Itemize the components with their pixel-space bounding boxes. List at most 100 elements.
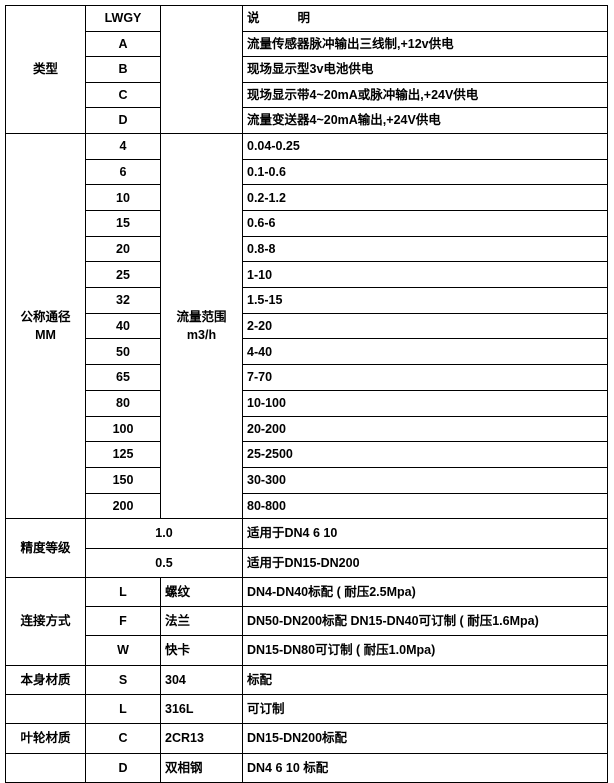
table-row: 50 4-40: [6, 338, 608, 366]
table-row: 25 1-10: [6, 261, 608, 289]
dn-flow-25: 1-10: [242, 261, 608, 289]
description-header: 说明: [242, 5, 608, 32]
impeller-material-desc-c: DN15-DN200标配: [242, 723, 608, 754]
dn-code-65: 65: [85, 364, 161, 391]
body-material-name-l: 316L: [160, 694, 243, 725]
table-row: 125 25-2500: [6, 441, 608, 468]
dn-flow-32: 1.5-15: [242, 287, 608, 314]
table-row: 20 0.8-8: [6, 235, 608, 263]
impeller-material-desc-d: DN4 6 10 标配: [242, 752, 608, 783]
connection-code-l: L: [85, 576, 161, 608]
table-row: W 快卡 DN15-DN80可订制 ( 耐压1.0Mpa): [6, 635, 608, 666]
dn-flow-200: 80-800: [242, 492, 608, 520]
table-row: 公称通径 MM 4 流量范围 m3/h 0.04-0.25: [5, 132, 608, 520]
table-row: 15 0.6-6: [6, 210, 608, 237]
type-desc-b: 现场显示型3v电池供电: [242, 56, 608, 83]
table-row: 0.5 适用于DN15-DN200: [6, 547, 608, 578]
impeller-material-code-d: D: [85, 752, 161, 783]
type-code-b: B: [85, 56, 161, 83]
dn-flow-6: 0.1-0.6: [242, 158, 608, 186]
dn-flow-100: 20-200: [242, 415, 608, 443]
section-label-connection-type: 连接方式: [5, 576, 86, 666]
table-row: 精度等级 1.0 适用于DN4 6 10: [5, 518, 608, 578]
dn-code-150: 150: [85, 466, 161, 494]
dn-flow-125: 25-2500: [242, 441, 608, 468]
flow-range-label-line2: m3/h: [186, 327, 217, 342]
dn-flow-40: 2-20: [242, 312, 608, 340]
accuracy-desc-1: 适用于DN4 6 10: [242, 518, 608, 549]
body-material-desc-s: 标配: [242, 664, 608, 696]
dn-code-6: 6: [85, 158, 161, 186]
table-row: 65 7-70: [6, 364, 608, 391]
table-row: L 316L 可订制: [5, 694, 608, 725]
table-row: D 双相钢 DN4 6 10 标配: [5, 752, 608, 783]
body-material-label-empty: [5, 694, 86, 725]
table-row: 80 10-100: [6, 389, 608, 417]
desc-header-char-2: 明: [297, 11, 311, 26]
section-label-flow-range: 流量范围 m3/h: [160, 132, 243, 520]
dn-flow-50: 4-40: [242, 338, 608, 366]
dn-code-40: 40: [85, 312, 161, 340]
dn-code-100: 100: [85, 415, 161, 443]
body-material-code-s: S: [85, 664, 161, 696]
section-label-body-material: 本身材质: [5, 664, 86, 696]
dn-code-32: 32: [85, 287, 161, 314]
section-label-type: 类型: [5, 5, 86, 134]
table-row: A 流量传感器脉冲输出三线制,+12v供电: [6, 30, 608, 58]
table-row: 10 0.2-1.2: [6, 184, 608, 212]
table-row: 150 30-300: [6, 466, 608, 494]
type-desc-c: 现场显示带4~20mA或脉冲输出,+24V供电: [242, 81, 608, 109]
dn-flow-65: 7-70: [242, 364, 608, 391]
table-row: 类型 LWGY 说明: [5, 5, 608, 134]
dn-flow-80: 10-100: [242, 389, 608, 417]
table-row: 100 20-200: [6, 415, 608, 443]
dn-flow-4: 0.04-0.25: [242, 132, 608, 160]
dn-code-125: 125: [85, 441, 161, 468]
dn-code-20: 20: [85, 235, 161, 263]
connection-name-w: 快卡: [160, 635, 243, 666]
section-label-accuracy-grade: 精度等级: [5, 518, 86, 578]
table-row: 6 0.1-0.6: [6, 158, 608, 186]
dn-code-25: 25: [85, 261, 161, 289]
body-material-desc-l: 可订制: [242, 694, 608, 725]
connection-code-w: W: [85, 635, 161, 666]
connection-name-l: 螺纹: [160, 576, 243, 608]
connection-desc-w: DN15-DN80可订制 ( 耐压1.0Mpa): [242, 635, 608, 666]
nominal-diameter-label-line1: 公称通径: [20, 310, 71, 325]
dn-flow-10: 0.2-1.2: [242, 184, 608, 212]
lwgy-specification-table: 类型 LWGY 说明 A 流量传感器脉冲输出三线制,+12v供电 B 现场显示型…: [5, 5, 608, 783]
table-row: B 现场显示型3v电池供电: [6, 56, 608, 83]
dn-code-10: 10: [85, 184, 161, 212]
connection-desc-f: DN50-DN200标配 DN15-DN40可订制 ( 耐压1.6Mpa): [242, 606, 608, 637]
dn-flow-20: 0.8-8: [242, 235, 608, 263]
type-code-d: D: [85, 107, 161, 134]
impeller-material-label-empty: [5, 752, 86, 783]
table-row: C 现场显示带4~20mA或脉冲输出,+24V供电: [6, 81, 608, 109]
table-row: 40 2-20: [6, 312, 608, 340]
desc-header-char-1: 说: [247, 11, 260, 26]
table-row: 本身材质 S 304 标配: [5, 664, 608, 696]
dn-code-50: 50: [85, 338, 161, 366]
accuracy-desc-2: 适用于DN15-DN200: [242, 547, 608, 578]
body-material-code-l: L: [85, 694, 161, 725]
dn-flow-15: 0.6-6: [242, 210, 608, 237]
type-code-a: A: [85, 30, 161, 58]
impeller-material-name-d: 双相钢: [160, 752, 243, 783]
spec-table-container: 类型 LWGY 说明 A 流量传感器脉冲输出三线制,+12v供电 B 现场显示型…: [5, 5, 608, 783]
table-row: D 流量变送器4~20mA输出,+24V供电: [6, 107, 608, 134]
connection-code-f: F: [85, 606, 161, 637]
connection-desc-l: DN4-DN40标配 ( 耐压2.5Mpa): [242, 576, 608, 608]
type-code-c: C: [85, 81, 161, 109]
section-label-impeller-material: 叶轮材质: [5, 723, 86, 754]
dn-code-80: 80: [85, 389, 161, 417]
table-row: 叶轮材质 C 2CR13 DN15-DN200标配: [5, 723, 608, 754]
type-col3-blank: [160, 5, 243, 134]
table-row: 32 1.5-15: [6, 287, 608, 314]
type-desc-a: 流量传感器脉冲输出三线制,+12v供电: [242, 30, 608, 58]
connection-name-f: 法兰: [160, 606, 243, 637]
table-row: 连接方式 L 螺纹 DN4-DN40标配 ( 耐压2.5Mpa): [5, 576, 608, 666]
nominal-diameter-label-line2: MM: [35, 327, 56, 342]
flow-range-label-line1: 流量范围: [176, 310, 227, 325]
body-material-name-s: 304: [160, 664, 243, 696]
dn-code-200: 200: [85, 492, 161, 520]
